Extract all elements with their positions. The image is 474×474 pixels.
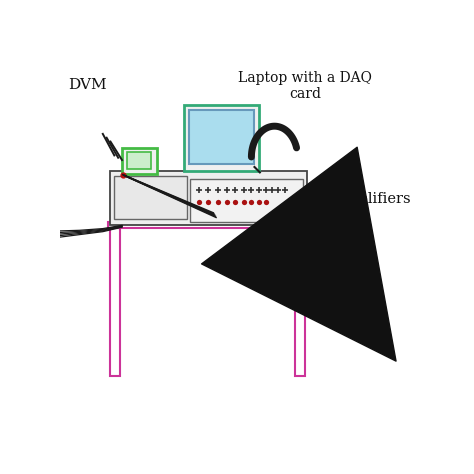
Bar	[108, 222, 307, 228]
Bar	[183, 105, 259, 171]
Bar	[110, 228, 120, 376]
Text: Laptop with a DAQ
card: Laptop with a DAQ card	[238, 71, 372, 101]
Bar	[128, 152, 151, 169]
Bar	[114, 176, 188, 219]
Bar	[189, 110, 255, 164]
Bar	[110, 171, 307, 225]
Text: — Amplifiers: — Amplifiers	[315, 192, 410, 206]
Bar	[190, 179, 303, 222]
Bar	[295, 228, 305, 376]
Text: DVM: DVM	[68, 78, 107, 92]
Bar	[122, 148, 157, 174]
